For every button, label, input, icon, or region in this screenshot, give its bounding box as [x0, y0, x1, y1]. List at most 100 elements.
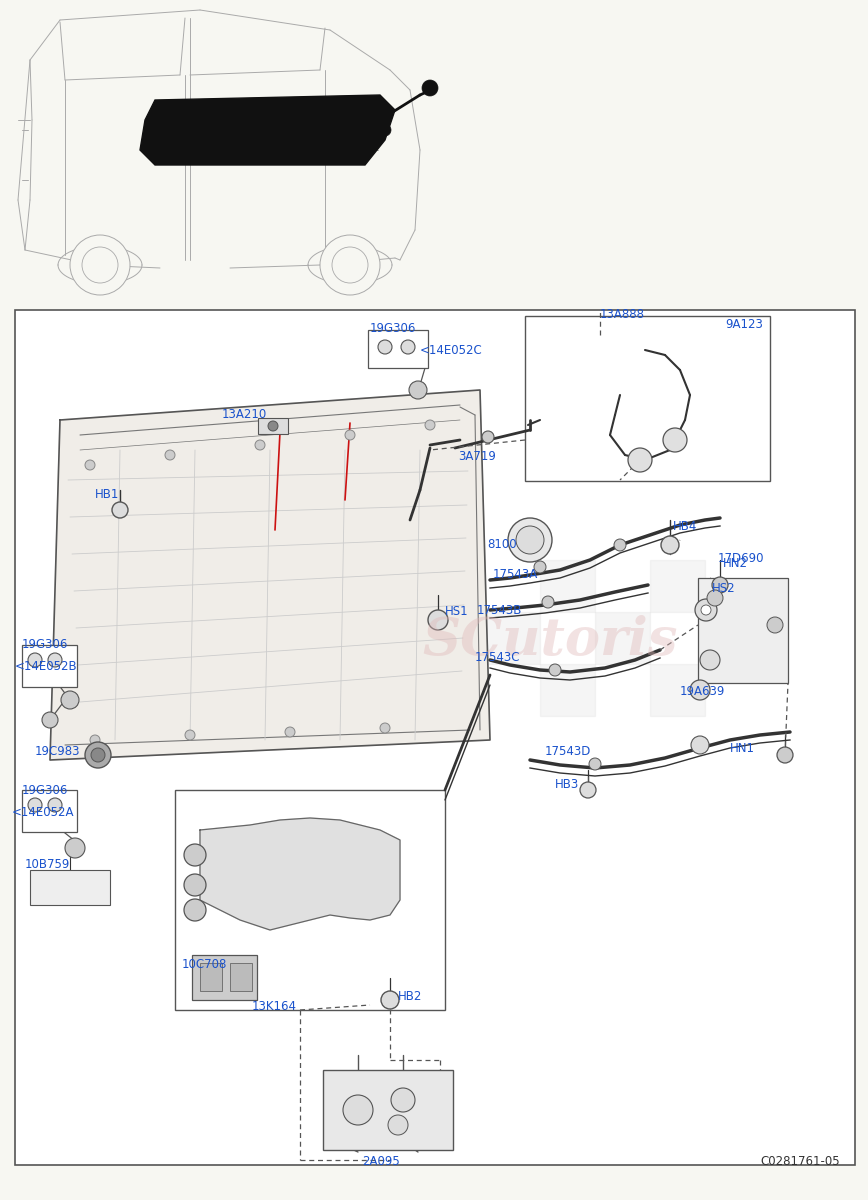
Text: 13A210: 13A210	[222, 408, 267, 421]
Text: HB1: HB1	[95, 488, 120, 502]
Text: 10B759: 10B759	[25, 858, 70, 871]
Circle shape	[28, 653, 42, 667]
Circle shape	[707, 590, 723, 606]
Circle shape	[42, 712, 58, 728]
Bar	[430, 664, 485, 716]
Text: 17543A: 17543A	[493, 568, 538, 581]
Circle shape	[777, 746, 793, 763]
Bar	[200, 962, 222, 991]
Circle shape	[70, 235, 130, 295]
Circle shape	[28, 798, 42, 812]
Circle shape	[343, 1094, 373, 1126]
Circle shape	[320, 235, 380, 295]
Circle shape	[184, 874, 206, 896]
Circle shape	[165, 450, 175, 460]
Text: C0281761-05: C0281761-05	[760, 1154, 840, 1168]
Circle shape	[380, 722, 390, 733]
Circle shape	[425, 420, 435, 430]
Circle shape	[185, 730, 195, 740]
Bar	[192, 955, 257, 1000]
Circle shape	[534, 560, 546, 572]
Circle shape	[90, 734, 100, 745]
Text: 9A123: 9A123	[725, 318, 763, 331]
Polygon shape	[140, 95, 395, 164]
Text: 13K164: 13K164	[252, 1000, 297, 1013]
Bar	[22, 646, 77, 686]
Bar	[258, 418, 288, 434]
Bar	[30, 870, 110, 905]
Text: 13A888: 13A888	[600, 308, 645, 320]
Text: HN1: HN1	[730, 742, 755, 755]
Circle shape	[381, 991, 399, 1009]
Bar	[650, 560, 705, 612]
Circle shape	[332, 247, 368, 283]
Bar	[540, 560, 595, 612]
Circle shape	[401, 340, 415, 354]
Circle shape	[82, 247, 118, 283]
Text: 19A639: 19A639	[680, 685, 726, 698]
Circle shape	[691, 736, 709, 754]
Circle shape	[184, 899, 206, 922]
Bar	[540, 664, 595, 716]
Bar	[705, 612, 760, 664]
Bar	[430, 560, 485, 612]
Text: 2A095: 2A095	[362, 1154, 400, 1168]
Text: HB3: HB3	[555, 778, 579, 791]
Circle shape	[700, 650, 720, 670]
Bar	[323, 1070, 453, 1150]
Circle shape	[542, 596, 554, 608]
Circle shape	[695, 599, 717, 622]
Text: 19C983: 19C983	[35, 745, 81, 758]
Circle shape	[65, 838, 85, 858]
Circle shape	[422, 80, 438, 96]
Text: 17543D: 17543D	[545, 745, 591, 758]
Circle shape	[767, 617, 783, 634]
Text: HS1: HS1	[445, 605, 469, 618]
Text: 17543C: 17543C	[475, 650, 521, 664]
Text: <14E052C: <14E052C	[420, 344, 483, 358]
Circle shape	[580, 782, 596, 798]
Text: 8100: 8100	[487, 538, 516, 551]
Bar	[698, 578, 788, 683]
Text: HN2: HN2	[723, 557, 748, 570]
Polygon shape	[50, 390, 490, 760]
Circle shape	[61, 691, 79, 709]
Text: HB2: HB2	[398, 990, 423, 1003]
Circle shape	[690, 680, 710, 700]
Circle shape	[482, 431, 494, 443]
Circle shape	[48, 798, 62, 812]
Circle shape	[378, 340, 392, 354]
Text: 19G306: 19G306	[22, 784, 69, 797]
Circle shape	[91, 748, 105, 762]
Circle shape	[508, 518, 552, 562]
Circle shape	[379, 124, 391, 136]
Bar	[175, 790, 445, 1010]
Bar	[15, 310, 855, 1165]
Text: HB4: HB4	[673, 520, 697, 533]
Circle shape	[516, 526, 544, 554]
Circle shape	[48, 653, 62, 667]
Circle shape	[391, 1088, 415, 1112]
Text: 19G306: 19G306	[22, 638, 69, 650]
Circle shape	[268, 421, 278, 431]
Circle shape	[628, 448, 652, 472]
Circle shape	[409, 382, 427, 398]
Bar	[230, 962, 252, 991]
Bar	[485, 612, 540, 664]
Text: 17543B: 17543B	[477, 604, 523, 617]
Text: SCutoris: SCutoris	[422, 614, 678, 666]
Circle shape	[614, 539, 626, 551]
Text: 3A719: 3A719	[458, 450, 496, 463]
Circle shape	[661, 536, 679, 554]
Circle shape	[388, 1115, 408, 1135]
Circle shape	[549, 664, 561, 676]
Text: <14E052A: <14E052A	[12, 806, 75, 818]
Circle shape	[701, 605, 711, 614]
Bar	[22, 790, 77, 832]
Bar	[595, 612, 650, 664]
Circle shape	[112, 502, 128, 518]
Polygon shape	[200, 818, 400, 930]
Text: 10C708: 10C708	[182, 958, 227, 971]
Circle shape	[255, 440, 265, 450]
Bar	[650, 664, 705, 716]
